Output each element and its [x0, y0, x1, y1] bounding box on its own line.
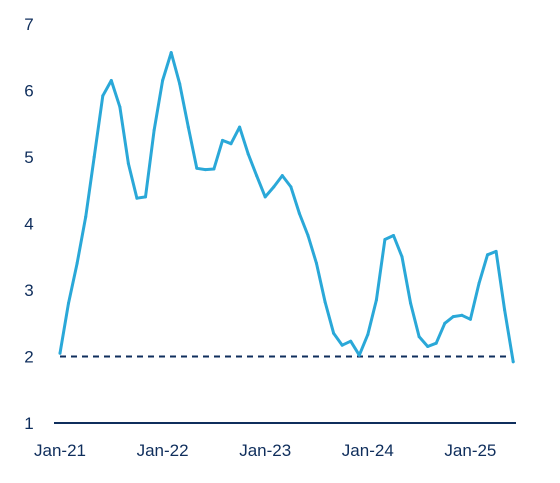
data-point [340, 343, 344, 347]
data-point [280, 174, 284, 178]
data-point [178, 82, 182, 86]
data-point [92, 155, 96, 159]
data-point [323, 300, 327, 304]
data-point [255, 174, 259, 178]
data-point [109, 79, 113, 82]
y-axis-tick-labels: 1 2 3 4 5 6 7 [24, 15, 33, 433]
data-point [101, 94, 105, 98]
data-point [272, 185, 276, 189]
y-tick-label: 7 [24, 15, 33, 34]
data-point [306, 234, 310, 237]
data-point [263, 195, 267, 199]
x-tick-label: Jan-24 [342, 441, 394, 460]
data-point [238, 125, 242, 129]
data-point [434, 341, 438, 345]
data-point [186, 125, 190, 129]
data-point [486, 253, 489, 257]
data-point [58, 351, 62, 355]
data-point [246, 152, 250, 156]
data-point [289, 185, 293, 189]
data-point [315, 261, 318, 265]
data-point [511, 360, 515, 364]
data-point [460, 313, 464, 317]
x-tick-label: Jan-21 [34, 441, 86, 460]
data-point [383, 238, 387, 241]
data-point [221, 138, 224, 142]
data-point [126, 162, 130, 166]
series-points [58, 51, 515, 364]
data-point [169, 51, 173, 55]
data-point [477, 281, 481, 285]
x-tick-label: Jan-23 [239, 441, 291, 460]
data-point [443, 321, 447, 325]
data-point [468, 317, 472, 321]
data-point [374, 298, 378, 302]
data-point [392, 234, 395, 237]
data-point [400, 255, 404, 259]
x-axis-tick-labels: Jan-21 Jan-22 Jan-23 Jan-24 Jan-25 [34, 441, 496, 460]
data-point [212, 167, 216, 171]
y-tick-label: 1 [24, 414, 33, 433]
data-point [349, 339, 353, 343]
y-tick-label: 5 [24, 148, 33, 167]
data-point [229, 142, 233, 146]
data-point [118, 105, 122, 109]
data-point [332, 331, 336, 335]
data-point [75, 261, 79, 265]
data-point [494, 249, 498, 253]
data-point [152, 128, 156, 132]
data-point [297, 212, 301, 215]
series-line [58, 51, 515, 364]
y-tick-label: 6 [24, 82, 33, 101]
data-point [195, 166, 199, 170]
y-tick-label: 4 [24, 215, 33, 234]
data-point [84, 215, 88, 219]
data-point [451, 315, 455, 319]
data-point [417, 335, 421, 339]
data-point [503, 308, 507, 312]
y-tick-label: 3 [24, 281, 33, 300]
data-point [67, 301, 70, 305]
data-point [357, 353, 361, 357]
x-tick-label: Jan-25 [444, 441, 496, 460]
data-point [426, 345, 430, 348]
data-point [409, 301, 413, 305]
data-point [135, 196, 139, 200]
data-point [161, 79, 165, 82]
y-tick-label: 2 [24, 348, 33, 367]
data-point [366, 333, 370, 337]
data-point [144, 195, 147, 199]
data-point [203, 168, 207, 172]
x-tick-label: Jan-22 [137, 441, 189, 460]
